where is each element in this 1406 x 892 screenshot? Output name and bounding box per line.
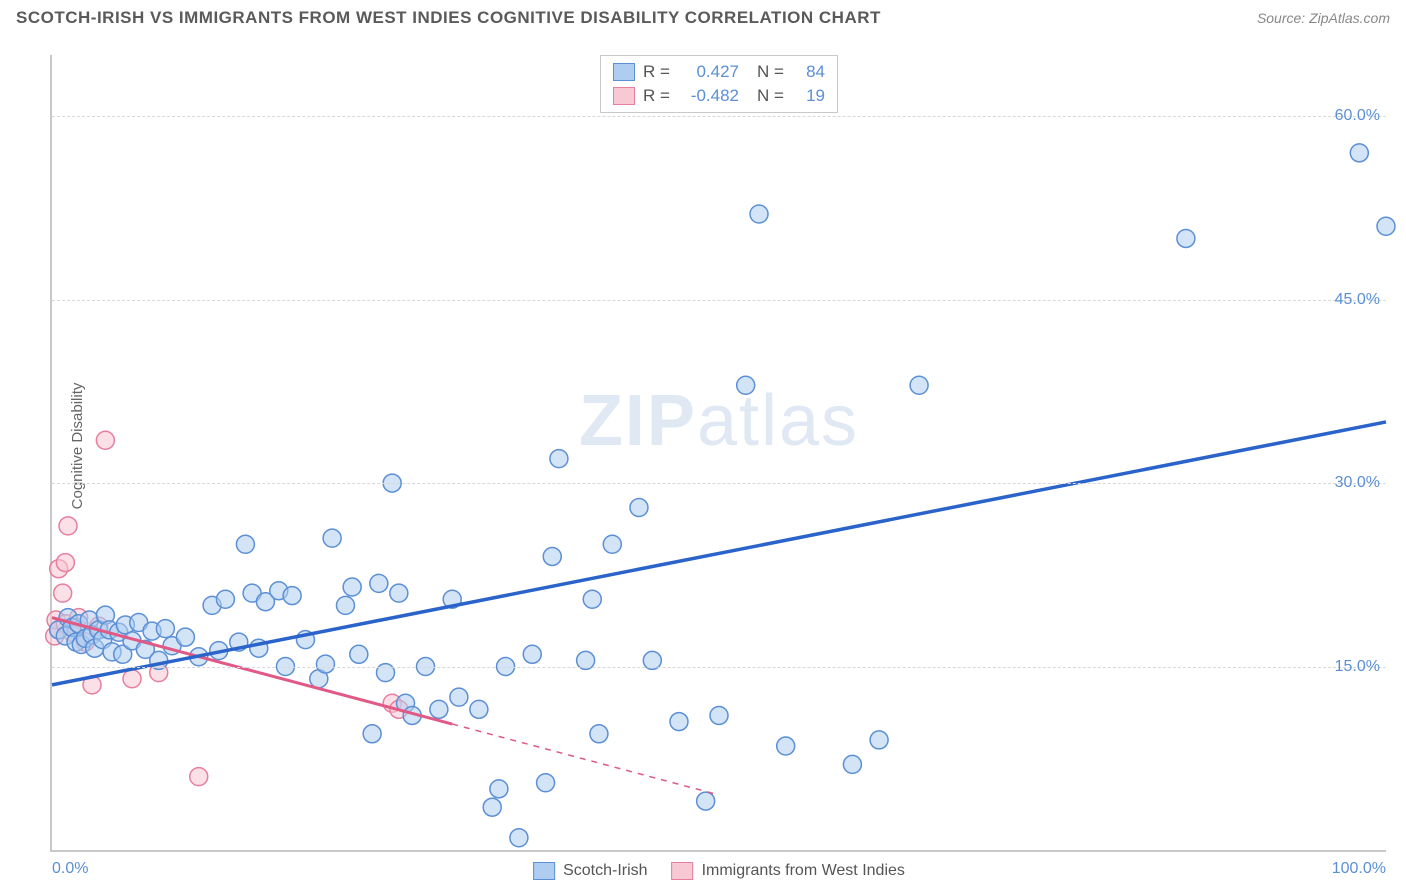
scatter-point-blue	[537, 774, 555, 792]
legend-correlation-row: R = -0.482 N = 19	[613, 84, 825, 108]
y-tick-label: 15.0%	[1335, 658, 1380, 676]
scatter-point-blue	[176, 628, 194, 646]
scatter-point-blue	[156, 620, 174, 638]
scatter-point-blue	[870, 731, 888, 749]
scatter-point-blue	[316, 655, 334, 673]
scatter-point-blue	[843, 755, 861, 773]
legend-series-label: Scotch-Irish	[563, 862, 647, 880]
scatter-point-blue	[523, 645, 541, 663]
n-value: 19	[797, 86, 825, 106]
scatter-point-blue	[670, 713, 688, 731]
trend-line-blue	[52, 422, 1386, 685]
scatter-point-blue	[737, 376, 755, 394]
plot-svg	[52, 55, 1386, 850]
y-tick-label: 60.0%	[1335, 107, 1380, 125]
scatter-point-blue	[697, 792, 715, 810]
scatter-point-blue	[450, 688, 468, 706]
scatter-point-blue	[236, 535, 254, 553]
scatter-point-blue	[910, 376, 928, 394]
legend-series-label: Immigrants from West Indies	[702, 862, 905, 880]
scatter-point-blue	[777, 737, 795, 755]
scatter-point-blue	[390, 584, 408, 602]
gridline	[52, 483, 1386, 484]
x-tick-label: 0.0%	[52, 860, 88, 878]
chart-header: SCOTCH-IRISH VS IMMIGRANTS FROM WEST IND…	[0, 0, 1406, 32]
scatter-point-blue	[543, 547, 561, 565]
scatter-point-blue	[363, 725, 381, 743]
legend-correlation-row: R = 0.427 N = 84	[613, 60, 825, 84]
legend-series: Scotch-Irish Immigrants from West Indies	[533, 862, 905, 880]
n-label: N =	[757, 86, 789, 106]
chart-title: SCOTCH-IRISH VS IMMIGRANTS FROM WEST IND…	[16, 8, 881, 28]
scatter-point-blue	[343, 578, 361, 596]
r-label: R =	[643, 62, 675, 82]
pink-swatch-icon	[672, 862, 694, 880]
scatter-point-blue	[590, 725, 608, 743]
y-tick-label: 30.0%	[1335, 474, 1380, 492]
scatter-point-blue	[1350, 144, 1368, 162]
scatter-point-pink	[56, 554, 74, 572]
n-label: N =	[757, 62, 789, 82]
scatter-point-blue	[350, 645, 368, 663]
scatter-point-blue	[470, 700, 488, 718]
x-tick-label: 100.0%	[1332, 860, 1386, 878]
scatter-point-blue	[323, 529, 341, 547]
chart-plot-area: ZIPatlas R =0.427N =84R =-0.482N =19 Sco…	[50, 55, 1386, 852]
scatter-point-blue	[510, 829, 528, 847]
legend-series-item: Immigrants from West Indies	[672, 862, 905, 880]
legend-correlation: R = 0.427 N = 84 R = -0.482 N = 19	[600, 55, 838, 113]
blue-swatch-icon	[613, 63, 635, 81]
r-value: 0.427	[683, 62, 739, 82]
scatter-point-pink	[59, 517, 77, 535]
r-value: -0.482	[683, 86, 739, 106]
gridline	[52, 667, 1386, 668]
scatter-point-blue	[483, 798, 501, 816]
legend-series-item: Scotch-Irish	[533, 862, 647, 880]
y-tick-label: 45.0%	[1335, 291, 1380, 309]
scatter-point-pink	[123, 670, 141, 688]
scatter-point-blue	[583, 590, 601, 608]
scatter-point-blue	[283, 587, 301, 605]
gridline	[52, 300, 1386, 301]
n-value: 84	[797, 62, 825, 82]
scatter-point-blue	[1177, 229, 1195, 247]
scatter-point-blue	[490, 780, 508, 798]
scatter-point-blue	[603, 535, 621, 553]
scatter-point-blue	[336, 596, 354, 614]
blue-swatch-icon	[533, 862, 555, 880]
scatter-point-pink	[54, 584, 72, 602]
scatter-point-pink	[190, 768, 208, 786]
gridline	[52, 116, 1386, 117]
scatter-point-blue	[370, 574, 388, 592]
scatter-point-blue	[430, 700, 448, 718]
r-label: R =	[643, 86, 675, 106]
scatter-point-blue	[550, 450, 568, 468]
chart-source: Source: ZipAtlas.com	[1257, 10, 1390, 26]
pink-swatch-icon	[613, 87, 635, 105]
scatter-point-blue	[710, 706, 728, 724]
scatter-point-blue	[1377, 217, 1395, 235]
scatter-point-blue	[630, 499, 648, 517]
scatter-point-pink	[96, 431, 114, 449]
scatter-point-blue	[750, 205, 768, 223]
scatter-point-blue	[216, 590, 234, 608]
